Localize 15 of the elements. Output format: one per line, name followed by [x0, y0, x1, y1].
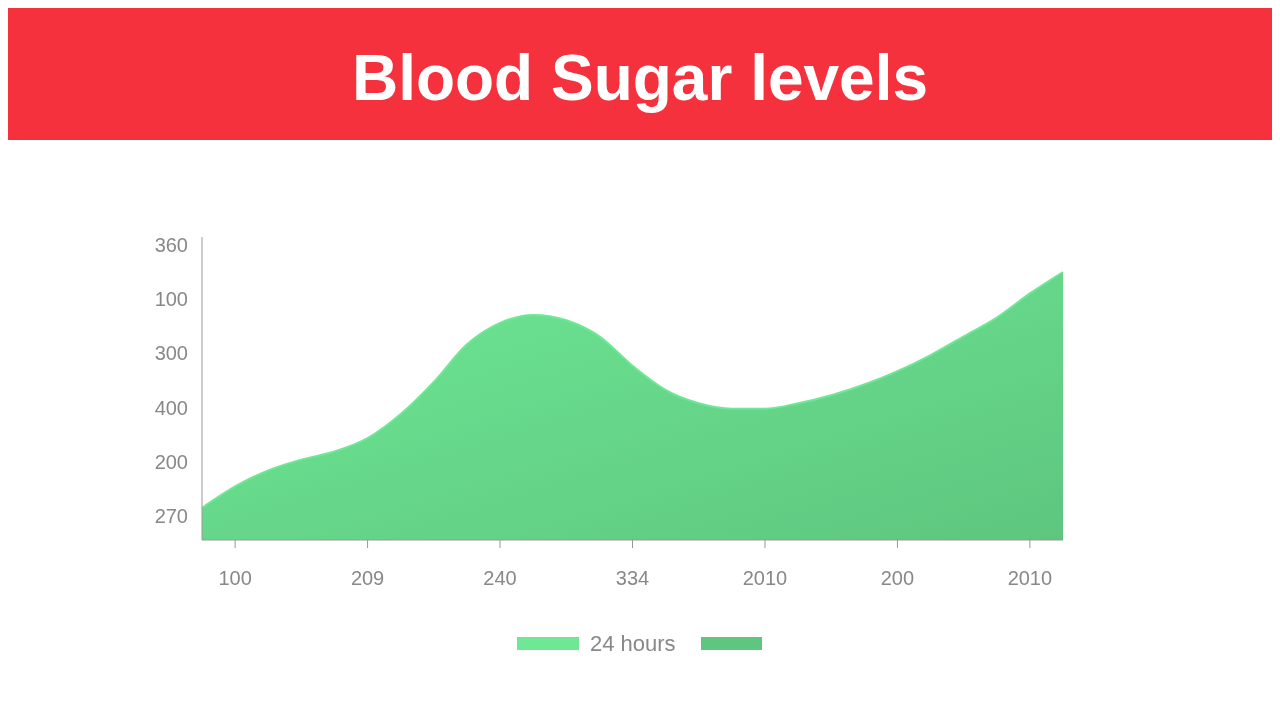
- text: 200: [154, 450, 188, 473]
- x-tick-label: 2010: [742, 567, 788, 589]
- x-tick-label: 209: [350, 567, 385, 589]
- text: 270: [154, 505, 188, 527]
- text: 100: [154, 288, 188, 311]
- x-tick-label: 240: [483, 567, 517, 589]
- x-tick-label: 2010: [1007, 567, 1053, 589]
- text: 300: [154, 342, 188, 365]
- text: 360: [154, 234, 188, 256]
- text: 400: [154, 396, 188, 419]
- x-tick-label: 100: [218, 567, 252, 589]
- chart-title: Blood Sugar levels: [351, 42, 929, 114]
- legend-label: 24 hours: [590, 630, 676, 656]
- x-tick-label: 334: [615, 567, 650, 589]
- x-tick-label: 200: [880, 567, 915, 589]
